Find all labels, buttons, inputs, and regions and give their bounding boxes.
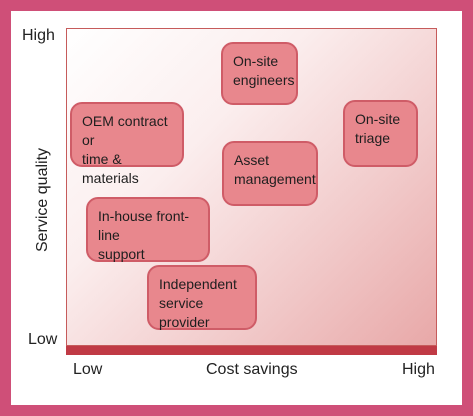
node-independent-provider: Independent service provider (147, 265, 257, 330)
node-onsite-engineers-label: On-site engineers (233, 53, 295, 88)
node-inhouse-support: In-house front-line support (86, 197, 210, 262)
node-onsite-triage: On-site triage (343, 100, 418, 167)
node-asset-management-label: Asset management (234, 152, 316, 187)
y-axis-high-label: High (22, 27, 55, 44)
x-axis-title: Cost savings (206, 361, 298, 378)
node-inhouse-support-label: In-house front-line support (98, 208, 190, 262)
node-oem-contract-label: OEM contract or time & materials (82, 113, 168, 186)
x-axis-bar (66, 346, 437, 355)
node-oem-contract: OEM contract or time & materials (70, 102, 184, 186)
y-axis-low-label: Low (28, 331, 58, 348)
x-axis-high-label: High (402, 361, 435, 378)
x-axis-low-label: Low (73, 361, 103, 378)
node-asset-management: Asset management (222, 141, 318, 206)
node-independent-provider-label: Independent service provider (159, 276, 237, 330)
y-axis-title: Service quality (34, 147, 51, 253)
node-onsite-triage-label: On-site triage (355, 111, 401, 146)
node-onsite-engineers: On-site engineers (221, 42, 298, 105)
